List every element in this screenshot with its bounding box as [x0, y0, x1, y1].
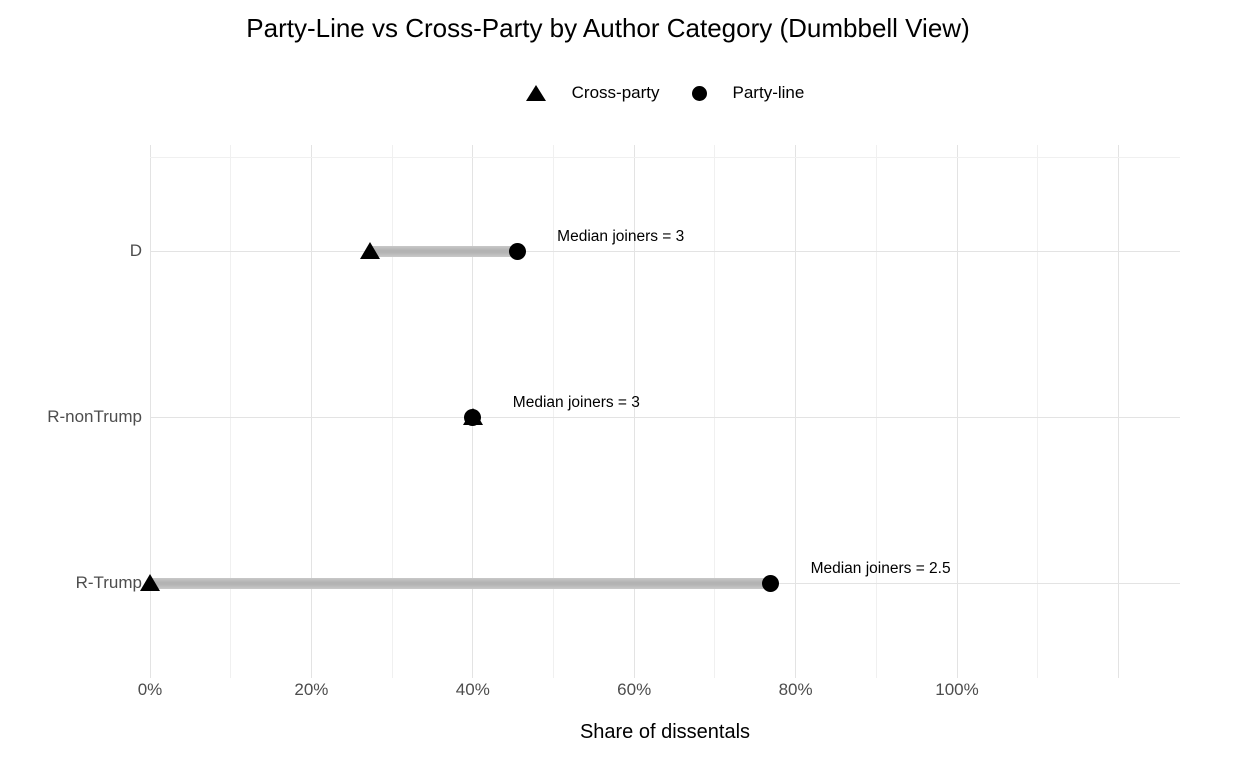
- x-tick-label: 40%: [455, 680, 490, 699]
- legend-item-party-line: Party-line: [691, 83, 805, 103]
- x-tick-label: 20%: [294, 680, 329, 699]
- gridline-horizontal-major: [150, 416, 1180, 418]
- x-axis-title: Share of dissentals: [579, 721, 751, 743]
- x-tick-label: 100%: [935, 680, 979, 699]
- gridline-vertical-major: [310, 145, 312, 678]
- annotation-median-joiners: Median joiners = 3: [557, 228, 685, 245]
- gridline-vertical-major: [795, 145, 797, 678]
- gridline-vertical-major: [1117, 145, 1119, 678]
- cross-party-marker: [140, 574, 160, 591]
- party-line-marker: [762, 574, 780, 592]
- gridline-vertical-minor: [714, 145, 716, 678]
- dumbbell-bar: [150, 577, 771, 589]
- x-tick-label: 80%: [778, 680, 813, 699]
- chart-title: Party-Line vs Cross-Party by Author Cate…: [246, 13, 970, 43]
- gridline-vertical-minor: [391, 145, 393, 678]
- party-line-marker: [508, 242, 526, 260]
- gridline-horizontal-minor: [150, 156, 1180, 158]
- y-axis-label-r-trump: R-Trump: [75, 573, 142, 592]
- legend-item-cross-party: Cross-party: [525, 83, 660, 103]
- gridline-vertical-minor: [1037, 145, 1039, 678]
- gridline-vertical-major: [633, 145, 635, 678]
- gridline-vertical-major: [956, 145, 958, 678]
- circle-icon: [691, 85, 707, 101]
- legend: Cross-party Party-line: [150, 78, 1180, 108]
- gridline-vertical-minor: [553, 145, 554, 678]
- gridline-horizontal-major: [150, 250, 1180, 252]
- gridline-vertical-major: [149, 145, 151, 678]
- cross-party-marker: [360, 242, 381, 259]
- legend-label-cross-party: Cross-party: [571, 83, 660, 102]
- x-tick-label: 60%: [617, 680, 652, 699]
- triangle-icon: [525, 85, 546, 101]
- legend-label-party-line: Party-line: [732, 83, 805, 102]
- y-axis-label-r-nontrump: R-nonTrump: [47, 407, 142, 426]
- x-tick-label: 0%: [137, 680, 163, 699]
- cross-party-marker: [462, 408, 483, 425]
- annotation-median-joiners: Median joiners = 3: [512, 394, 640, 411]
- dumbbell-bar: [370, 245, 518, 257]
- gridline-vertical-minor: [875, 145, 877, 678]
- y-axis-label-d: D: [129, 241, 142, 260]
- annotation-median-joiners: Median joiners = 2.5: [810, 560, 951, 577]
- gridline-vertical-minor: [230, 145, 232, 678]
